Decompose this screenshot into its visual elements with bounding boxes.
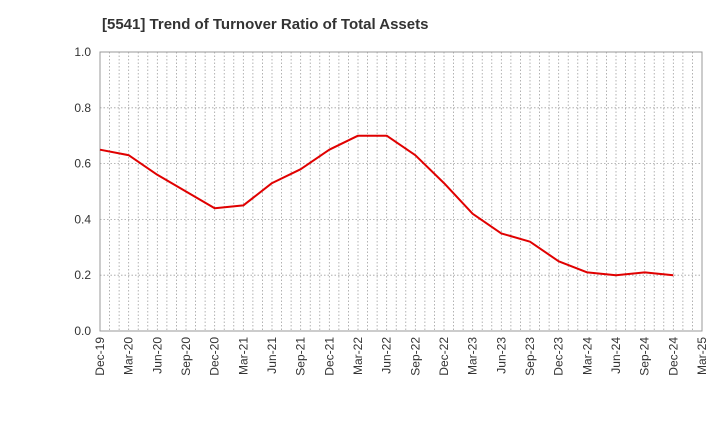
x-tick-label: Sep-20 xyxy=(179,337,193,376)
x-tick-label: Dec-23 xyxy=(552,337,566,376)
y-tick-label: 0.4 xyxy=(74,212,91,226)
x-tick-label: Dec-24 xyxy=(666,337,680,376)
x-tick-label: Mar-21 xyxy=(236,337,250,375)
x-tick-label: Jun-21 xyxy=(265,337,279,374)
chart-title: [5541] Trend of Turnover Ratio of Total … xyxy=(102,16,429,33)
x-tick-label: Mar-25 xyxy=(695,337,709,375)
y-tick-label: 0.2 xyxy=(74,268,91,282)
x-tick-label: Sep-23 xyxy=(523,337,537,376)
series-layer xyxy=(99,134,674,277)
x-tick-label: Mar-20 xyxy=(122,337,136,375)
x-tick-label: Jun-20 xyxy=(150,337,164,374)
x-tick-label: Dec-20 xyxy=(208,337,222,376)
y-tick-label: 0.8 xyxy=(74,101,91,115)
x-tick-label: Dec-22 xyxy=(437,337,451,376)
x-tick-label: Jun-22 xyxy=(380,337,394,374)
x-tick-label: Mar-22 xyxy=(351,337,365,375)
x-tick-label: Mar-24 xyxy=(580,337,594,375)
x-tick-label: Sep-24 xyxy=(638,337,652,376)
x-tick-label: Dec-19 xyxy=(93,337,107,376)
y-tick-label: 1.0 xyxy=(74,45,91,59)
y-axis-labels: 0.0 0.2 0.4 0.6 0.8 1.0 xyxy=(74,45,91,338)
grid-layer xyxy=(100,52,702,331)
y-tick-label: 0.6 xyxy=(74,157,91,171)
x-tick-label: Mar-23 xyxy=(466,337,480,375)
x-tick-label: Jun-23 xyxy=(494,337,508,374)
series-line xyxy=(99,134,674,277)
x-tick-label: Jun-24 xyxy=(609,337,623,374)
x-tick-label: Sep-21 xyxy=(294,337,308,376)
plot-frame xyxy=(99,51,703,332)
y-tick-label: 0.0 xyxy=(74,324,91,338)
x-tick-label: Sep-22 xyxy=(408,337,422,376)
x-axis-labels: Dec-19 Mar-20 Jun-20 Sep-20 Dec-20 Mar-21 Jun-… xyxy=(93,337,709,376)
x-tick-label: Dec-21 xyxy=(322,337,336,376)
